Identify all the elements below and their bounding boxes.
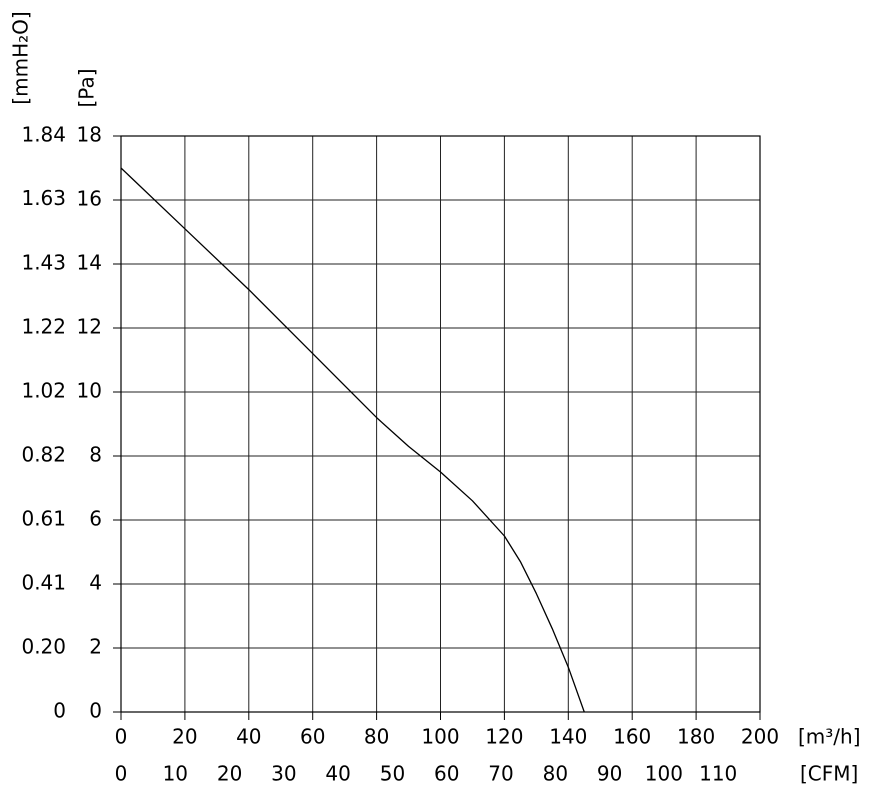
x-tick-label: 120	[485, 725, 523, 749]
y2-tick-label: 0.20	[21, 634, 66, 658]
y-tick-label: 2	[89, 635, 102, 659]
y2-tick-label: 1.02	[21, 378, 66, 402]
x2-tick-label: 50	[380, 762, 405, 786]
x-tick-label: 0	[115, 725, 128, 749]
x-tick-label: 40	[236, 725, 261, 749]
x2-tick-label: 0	[115, 762, 128, 786]
y-tick-label: 0	[89, 699, 102, 723]
y2-tick-label: 0.61	[21, 506, 66, 530]
x2-tick-label: 90	[597, 762, 622, 786]
y-tick-label: 18	[77, 123, 102, 147]
y-tick-label: 16	[77, 187, 102, 211]
x2-axis-label: [CFM]	[800, 762, 858, 786]
x2-tick-label: 30	[271, 762, 296, 786]
y-tick-label: 6	[89, 507, 102, 531]
y2-axis-label: [mmH₂O]	[9, 11, 33, 104]
x-tick-label: 200	[741, 725, 779, 749]
y-tick-label: 10	[77, 379, 102, 403]
y-axis-label: [Pa]	[75, 68, 99, 107]
y-tick-label: 14	[77, 251, 102, 275]
y-tick-label: 12	[77, 315, 102, 339]
y2-tick-label: 0	[53, 699, 66, 723]
y-tick-label: 4	[89, 571, 102, 595]
x-tick-label: 20	[172, 725, 197, 749]
x-tick-label: 180	[677, 725, 715, 749]
x-tick-label: 160	[613, 725, 651, 749]
x2-tick-label: 60	[434, 762, 459, 786]
x-axis-label: [m³/h]	[798, 725, 861, 749]
x-tick-label: 100	[421, 725, 459, 749]
x2-tick-label: 100	[645, 762, 683, 786]
x2-tick-label: 80	[543, 762, 568, 786]
x2-tick-label: 40	[325, 762, 350, 786]
curve	[120, 167, 585, 713]
x2-tick-label: 70	[488, 762, 513, 786]
y2-tick-label: 0.41	[21, 570, 66, 594]
plot-border	[120, 135, 761, 713]
x-tick-label: 80	[364, 725, 389, 749]
y-tick-label: 8	[89, 443, 102, 467]
x-tick-label: 60	[300, 725, 325, 749]
y2-tick-label: 1.22	[21, 314, 66, 338]
x-tick-label: 140	[549, 725, 587, 749]
y2-tick-label: 1.84	[21, 123, 66, 147]
x2-tick-label: 110	[699, 762, 737, 786]
x2-tick-label: 10	[163, 762, 188, 786]
y2-tick-label: 0.82	[21, 442, 66, 466]
y2-tick-label: 1.63	[21, 186, 66, 210]
y2-tick-label: 1.43	[21, 250, 66, 274]
x2-tick-label: 20	[217, 762, 242, 786]
